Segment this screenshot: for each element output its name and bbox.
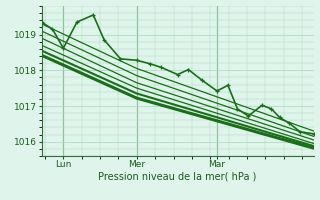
X-axis label: Pression niveau de la mer( hPa ): Pression niveau de la mer( hPa ) — [99, 172, 257, 182]
